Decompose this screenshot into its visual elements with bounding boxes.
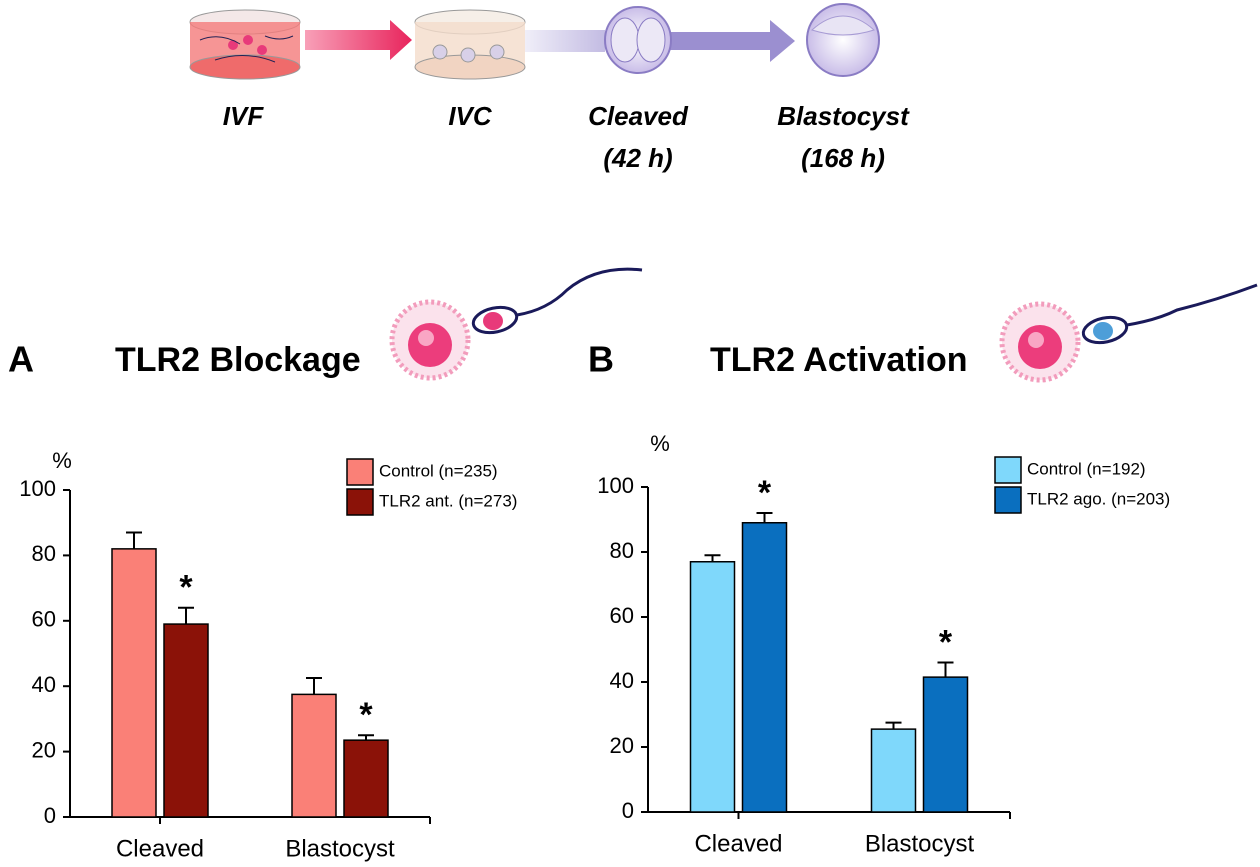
legend-swatch <box>994 456 1022 484</box>
legend-label: TLR2 ant. (n=273) <box>379 491 517 510</box>
sperm-egg-icon-b <box>999 283 1258 383</box>
bar <box>111 548 157 818</box>
stage-label: IVF <box>223 101 265 131</box>
error-bar <box>306 677 322 695</box>
x-tick-label: Blastocyst <box>865 830 975 857</box>
y-tick-label: 40 <box>610 668 634 693</box>
error-bar <box>885 721 902 730</box>
y-tick-label: 80 <box>32 541 56 566</box>
legend-label: Control (n=192) <box>1027 459 1146 478</box>
legend-swatch <box>346 488 374 516</box>
y-tick-label: 20 <box>32 737 56 762</box>
error-bar <box>756 512 773 523</box>
sperm-egg-icon-a <box>389 267 643 381</box>
error-bar <box>358 734 374 741</box>
bar <box>343 739 389 818</box>
significance-marker: * <box>359 696 373 734</box>
stage-label: IVC <box>448 101 493 131</box>
stage-label: Cleaved <box>588 101 689 131</box>
stage-label: Blastocyst <box>777 101 910 131</box>
y-tick-label: 100 <box>597 473 634 498</box>
error-bar <box>126 531 142 549</box>
y-axis-label: % <box>52 448 72 473</box>
bar <box>922 676 969 813</box>
chart-title: TLR2 Activation <box>710 341 968 379</box>
panel-label: B <box>588 339 614 380</box>
panel-label: A <box>8 339 34 380</box>
y-tick-label: 0 <box>622 798 634 823</box>
x-tick-label: Blastocyst <box>285 835 395 862</box>
y-tick-label: 60 <box>32 607 56 632</box>
x-tick-label: Cleaved <box>116 835 204 862</box>
significance-marker: * <box>179 569 193 607</box>
legend-label: Control (n=235) <box>379 461 498 480</box>
legend-swatch <box>994 486 1022 514</box>
workflow-diagram <box>189 3 880 80</box>
y-tick-label: 20 <box>610 733 634 758</box>
y-tick-label: 0 <box>44 803 56 828</box>
legend-swatch <box>346 458 374 486</box>
significance-marker: * <box>939 623 953 661</box>
bar <box>163 623 209 818</box>
bar <box>291 693 337 818</box>
x-tick-label: Cleaved <box>694 830 782 857</box>
error-bar <box>937 661 954 678</box>
legend-label: TLR2 ago. (n=203) <box>1027 489 1170 508</box>
y-tick-label: 100 <box>19 476 56 501</box>
chart-title: TLR2 Blockage <box>115 341 361 379</box>
bar <box>870 728 917 813</box>
bar <box>741 522 788 813</box>
error-bar <box>704 554 721 562</box>
y-tick-label: 60 <box>610 603 634 628</box>
error-bar <box>178 606 194 625</box>
y-tick-label: 80 <box>610 538 634 563</box>
significance-marker: * <box>758 474 772 512</box>
stage-label: (42 h) <box>603 143 672 173</box>
y-tick-label: 40 <box>32 672 56 697</box>
y-axis-label: % <box>650 431 670 456</box>
bar <box>689 561 736 813</box>
stage-label: (168 h) <box>801 143 885 173</box>
